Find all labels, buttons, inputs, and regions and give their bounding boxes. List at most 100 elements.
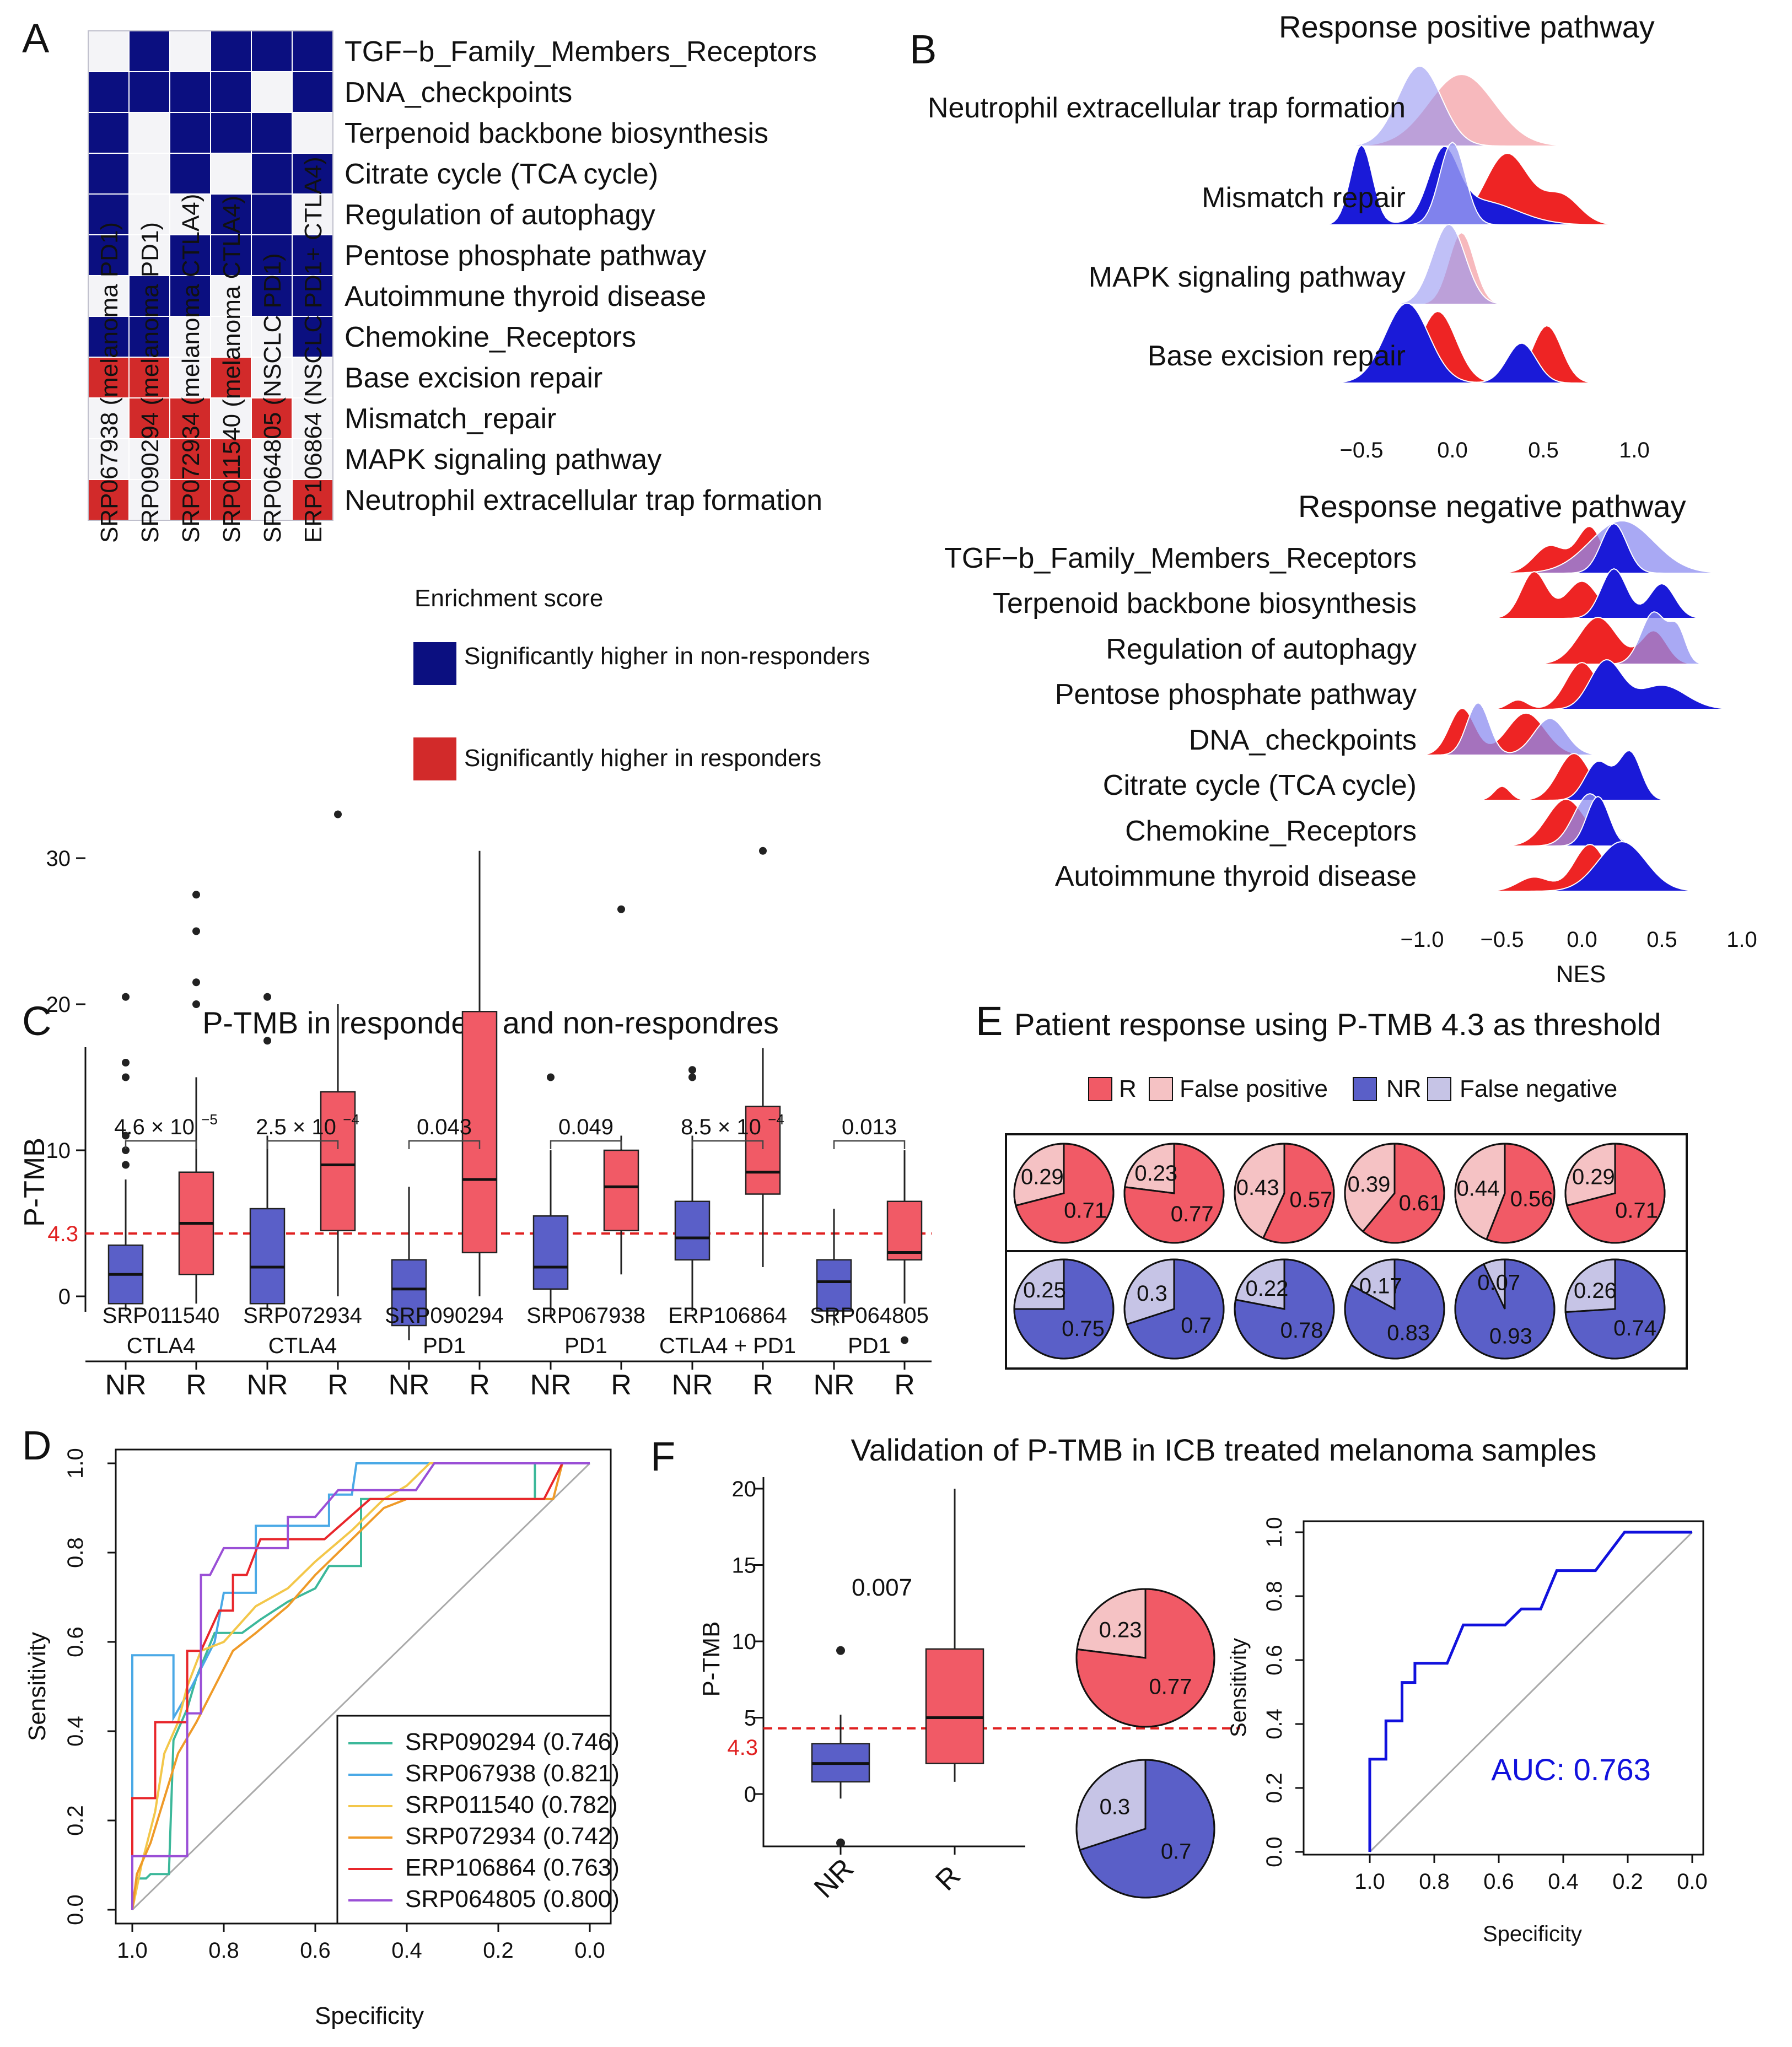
heatmap-column-label: SRP064805 (NSCLC PD1): [259, 253, 286, 543]
pie-nonresponders-label: 0.26: [1574, 1279, 1617, 1303]
heatmap-cell: [128, 193, 170, 235]
pie-nonresponders-label: 0.3: [1137, 1281, 1167, 1306]
box: [925, 1648, 984, 1764]
outlier: [192, 927, 200, 935]
legend-swatch: [1088, 1077, 1112, 1101]
box: [461, 1011, 498, 1253]
therapy-label: PD1: [564, 1334, 607, 1358]
pie-f-responders-label: 0.23: [1099, 1618, 1142, 1642]
legend-swatch: [1149, 1077, 1173, 1101]
therapy-label: CTLA4: [127, 1334, 196, 1358]
outlier: [192, 978, 200, 987]
heatmap-cell: [292, 275, 333, 317]
heatmap-cell: [251, 112, 293, 154]
ridge-tick: 0.0: [1437, 438, 1468, 462]
x-tick-label-f-roc: 0.6: [1483, 1870, 1514, 1894]
x-category-label: R: [752, 1369, 773, 1401]
x-tick-label-f-roc: 0.4: [1548, 1870, 1579, 1894]
legend-swatch-blue: [413, 642, 456, 685]
dataset-label: SRP090294: [385, 1303, 504, 1328]
ridge-pathway-label: Regulation of autophagy: [1106, 633, 1417, 665]
ridge-pathway-label: Terpenoid backbone biosynthesis: [993, 588, 1417, 620]
x-tick-label-f-roc: 0.2: [1612, 1870, 1643, 1894]
heatmap-cell: [88, 30, 130, 72]
heatmap-cell: [88, 479, 130, 521]
x-category-label: NR: [530, 1369, 571, 1401]
legend-swatch: [1427, 1077, 1451, 1101]
box: [249, 1208, 286, 1305]
ridge-density-overlay: [1271, 141, 1634, 225]
heatmap-cell: [251, 275, 293, 317]
outlier: [263, 993, 271, 1001]
ridge-density-blue: [1422, 841, 1742, 892]
legend-label: R: [1119, 1075, 1137, 1102]
heatmap-cell: [251, 357, 293, 398]
pvalue-bracket: [550, 1140, 622, 1149]
heatmap-cell: [128, 275, 170, 317]
pie-nonresponders-outline: [1013, 1258, 1115, 1360]
heatmap-cell: [128, 30, 170, 72]
x-category-label: NR: [813, 1369, 854, 1401]
heatmap-cell: [292, 112, 333, 154]
therapy-label: PD1: [423, 1334, 466, 1358]
outlier: [688, 1066, 696, 1074]
legend-label: Significantly higher in non-responders: [464, 643, 870, 670]
heatmap-row-label: Autoimmune thyroid disease: [345, 281, 706, 313]
dataset-label: SRP011540: [103, 1303, 220, 1328]
pie-f-nonresponders-outline: [1075, 1759, 1215, 1899]
heatmap-cell: [88, 193, 130, 235]
pie-responders-outline: [1013, 1143, 1115, 1244]
pie-responders-label: 0.39: [1347, 1172, 1390, 1197]
y-tick-label-d: 0.4: [63, 1716, 88, 1747]
therapy-label: PD1: [848, 1334, 891, 1358]
ridge-density-blue: [1271, 223, 1634, 305]
pvalue-label: 0.043: [417, 1115, 472, 1139]
pie-responders-outline: [1344, 1143, 1445, 1244]
threshold-label-f: 4.3: [727, 1736, 758, 1760]
y-axis-label-f: P-TMB: [698, 1622, 725, 1697]
roc-curve: [131, 1462, 590, 1910]
heatmap-cell: [292, 479, 333, 521]
heatmap-column-label: SRP072934 (melanoma CTLA4): [177, 194, 205, 543]
heatmap-cell: [210, 479, 252, 521]
ridge-pathway-label: TGF−b_Family_Members_Receptors: [944, 542, 1417, 574]
y-tick-label-c: 20: [46, 993, 71, 1017]
ridge-pathway-label: Citrate cycle (TCA cycle): [1103, 769, 1417, 801]
y-tick-label-f: 20: [732, 1477, 757, 1501]
pie-nonresponders-label: 0.74: [1613, 1316, 1656, 1340]
diagonal-f: [1369, 1531, 1693, 1853]
heatmap-cell: [251, 71, 293, 113]
pie-responders-label: 0.56: [1510, 1187, 1553, 1211]
x-tick-label-d: 0.2: [483, 1938, 514, 1963]
heatmap-cell: [169, 71, 211, 113]
x-axis-label-d: Specificity: [315, 2002, 424, 2029]
heatmap-row-label: Neutrophil extracellular trap formation: [345, 484, 822, 516]
ridge-pathway-label: Pentose phosphate pathway: [1055, 678, 1417, 710]
heatmap-cell: [292, 316, 333, 358]
outlier: [122, 993, 130, 1001]
heatmap-cell: [292, 30, 333, 72]
heatmap-border: [88, 30, 333, 521]
heatmap-cell: [88, 397, 130, 439]
dataset-label: SRP067938: [526, 1303, 645, 1328]
pvalue-bracket: [266, 1140, 339, 1149]
heatmap-cell: [210, 71, 252, 113]
heatmap-cell: [210, 153, 252, 195]
heatmap-cell: [128, 71, 170, 113]
x-category-label: NR: [388, 1369, 429, 1401]
ridge-tick: −1.0: [1401, 928, 1444, 952]
legend-swatch: [1353, 1077, 1377, 1101]
heatmap-cell: [88, 71, 130, 113]
heatmap-cell: [210, 112, 252, 154]
pie-f-responders-outline: [1075, 1588, 1215, 1728]
legend-label: SRP090294 (0.746): [405, 1728, 620, 1755]
x-axis-label-f-roc: Specificity: [1483, 1922, 1582, 1946]
pie-f-nonresponders-label: 0.3: [1100, 1795, 1131, 1819]
outlier: [192, 891, 200, 899]
heatmap-cell: [169, 112, 211, 154]
heatmap-row-label: Citrate cycle (TCA cycle): [345, 158, 658, 190]
heatmap-cell: [251, 153, 293, 195]
x-tick-label-f-roc: 1.0: [1354, 1870, 1385, 1894]
pie-nonresponders-label: 0.78: [1280, 1318, 1323, 1343]
ridge-density-blue: [1422, 795, 1742, 847]
